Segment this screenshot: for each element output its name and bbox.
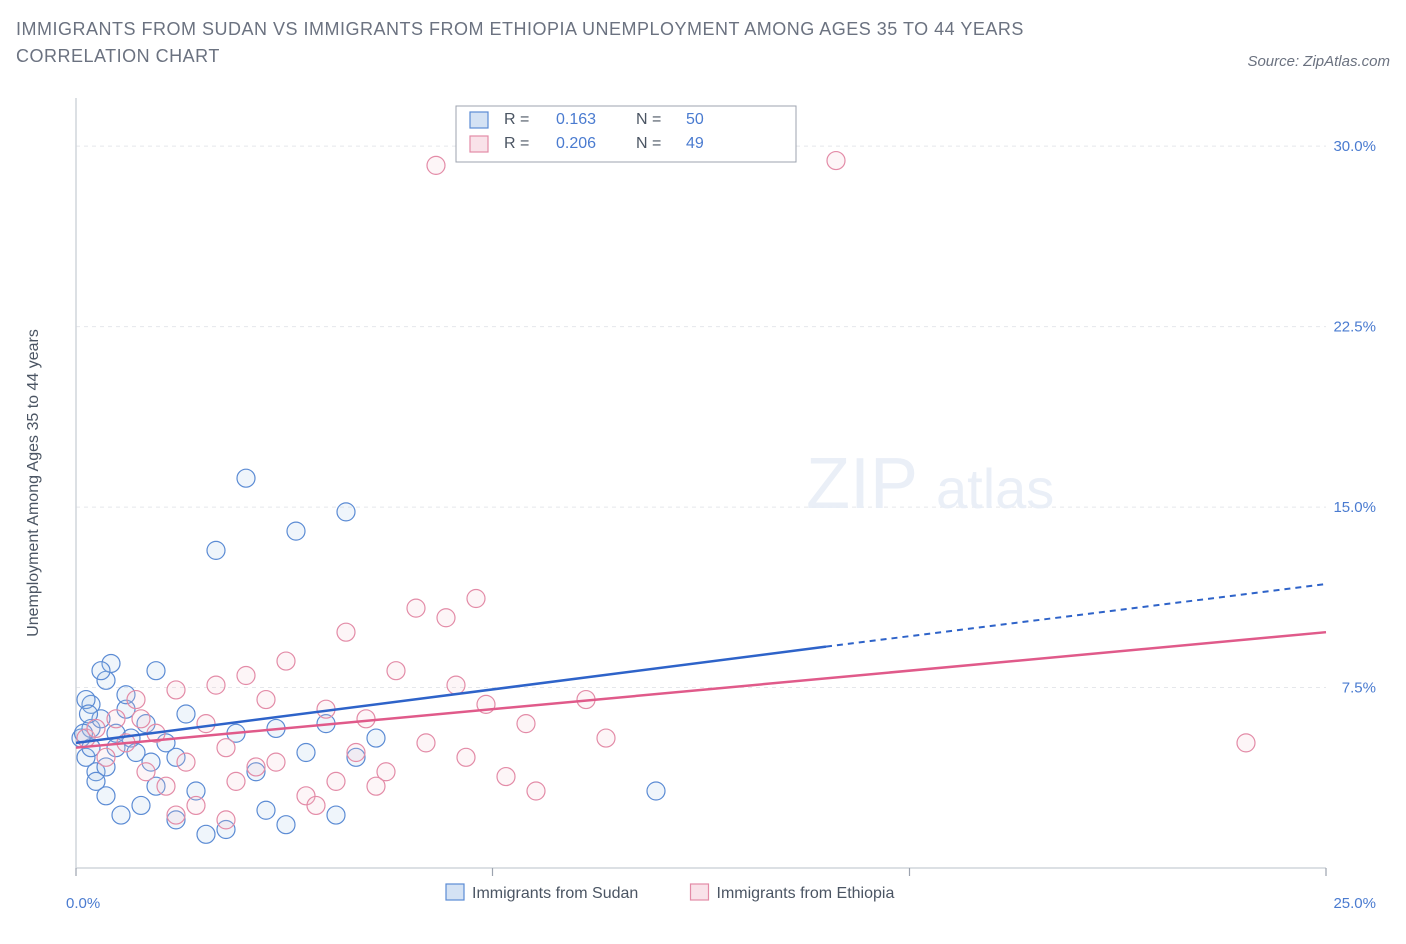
scatter-point [427,156,445,174]
scatter-point [147,662,165,680]
legend-r-value: 0.163 [556,111,596,128]
scatter-point [157,777,175,795]
scatter-point [217,811,235,829]
legend-swatch [470,136,488,152]
scatter-point [387,662,405,680]
scatter-point [357,710,375,728]
scatter-point [257,801,275,819]
scatter-point [647,782,665,800]
source-attribution: Source: ZipAtlas.com [1247,53,1390,70]
scatter-point [337,503,355,521]
scatter-point [237,667,255,685]
scatter-point [337,623,355,641]
regression-line-extrap [826,584,1326,647]
scatter-point [207,676,225,694]
legend-series-label: Immigrants from Ethiopia [717,885,895,902]
scatter-point [597,729,615,747]
scatter-point [132,710,150,728]
scatter-point [407,599,425,617]
scatter-point [137,763,155,781]
scatter-point [467,590,485,608]
y-tick-label: 15.0% [1333,499,1376,516]
legend-swatch [470,112,488,128]
legend-n-label: N = [636,135,661,152]
scatter-point [217,739,235,757]
scatter-point [167,681,185,699]
scatter-point [197,715,215,733]
legend-r-label: R = [504,135,529,152]
scatter-point [97,748,115,766]
legend-r-value: 0.206 [556,135,596,152]
scatter-point [457,748,475,766]
scatter-point [417,734,435,752]
scatter-point [267,753,285,771]
legend-n-value: 49 [686,135,704,152]
scatter-point [127,691,145,709]
legend-swatch [446,884,464,900]
scatter-point [517,715,535,733]
scatter-point [327,806,345,824]
scatter-point [287,522,305,540]
scatter-point [177,705,195,723]
legend-n-label: N = [636,111,661,128]
scatter-point [277,816,295,834]
scatter-point [187,796,205,814]
svg-text:atlas: atlas [936,457,1054,520]
page-title: IMMIGRANTS FROM SUDAN VS IMMIGRANTS FROM… [16,16,1116,70]
scatter-point [497,768,515,786]
scatter-point [367,729,385,747]
scatter-point [327,772,345,790]
scatter-point [277,652,295,670]
scatter-point [297,744,315,762]
legend-r-label: R = [504,111,529,128]
scatter-point [1237,734,1255,752]
scatter-point [207,541,225,559]
scatter-point [307,796,325,814]
scatter-point [347,744,365,762]
scatter-point [177,753,195,771]
scatter-point [92,662,110,680]
scatter-point [197,825,215,843]
scatter-point [827,152,845,170]
scatter-point [167,806,185,824]
scatter-point [437,609,455,627]
y-tick-label: 7.5% [1342,680,1376,697]
scatter-point [227,772,245,790]
legend-series-label: Immigrants from Sudan [472,885,638,902]
scatter-point [247,758,265,776]
y-tick-label: 30.0% [1333,138,1376,155]
scatter-point [377,763,395,781]
scatter-point [527,782,545,800]
scatter-point [112,806,130,824]
legend-swatch [691,884,709,900]
scatter-point [97,787,115,805]
correlation-chart: ZIP atlas 7.5% 15.0% 22.5% 30.0% 0.0% 25.0% Unem… [16,78,1390,928]
y-axis-label: Unemployment Among Ages 35 to 44 years [25,329,42,637]
scatter-point [447,676,465,694]
regression-line [76,647,826,743]
legend-n-value: 50 [686,111,704,128]
scatter-point [257,691,275,709]
scatter-point [107,710,125,728]
y-tick-label: 22.5% [1333,319,1376,336]
scatter-point [132,796,150,814]
regression-line [76,632,1326,748]
x-tick-label: 0.0% [66,895,100,912]
svg-text:ZIP: ZIP [806,444,918,524]
x-tick-label: 25.0% [1333,895,1376,912]
scatter-point [87,719,105,737]
scatter-point [237,469,255,487]
